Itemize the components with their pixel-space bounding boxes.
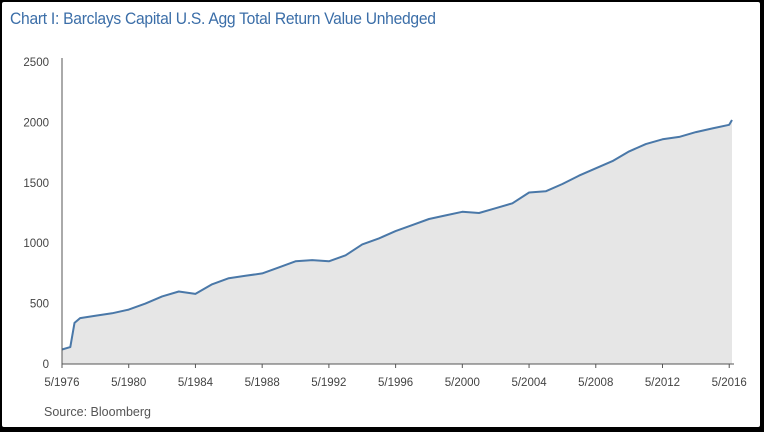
chart-source: Source: Bloomberg <box>44 405 152 419</box>
x-tick-label: 5/2008 <box>578 377 613 389</box>
x-tick-label: 5/1996 <box>378 377 413 389</box>
series-area <box>62 120 732 364</box>
x-tick-label: 5/2012 <box>645 377 680 389</box>
y-tick-label: 2500 <box>23 57 49 69</box>
x-tick-label: 5/1992 <box>311 377 346 389</box>
y-tick-label: 1000 <box>23 238 49 250</box>
x-tick-label: 5/2000 <box>445 377 480 389</box>
x-tick-label: 5/1976 <box>44 377 79 389</box>
chart-title: Chart I: Barclays Capital U.S. Agg Total… <box>10 9 436 28</box>
y-tick-label: 1500 <box>23 178 49 190</box>
x-tick-label: 5/2016 <box>712 377 747 389</box>
x-tick-label: 5/1988 <box>245 377 280 389</box>
series-line <box>61 119 733 351</box>
y-tick-label: 0 <box>43 359 49 371</box>
y-tick-label: 2000 <box>23 117 49 129</box>
x-tick-label: 5/2004 <box>511 377 547 389</box>
y-tick-label: 500 <box>30 299 49 311</box>
x-tick-label: 5/1980 <box>111 377 146 389</box>
x-tick-label: 5/1984 <box>178 377 214 389</box>
